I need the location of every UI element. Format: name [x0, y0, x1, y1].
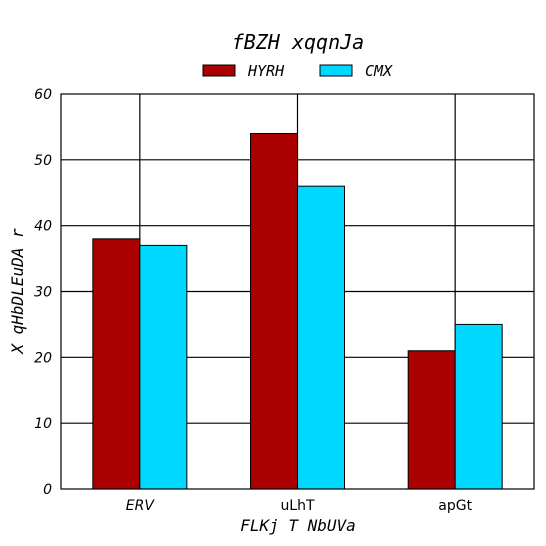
bar-HYRH-apGt: [407, 350, 456, 490]
y-tick-label-10: 10: [34, 416, 52, 432]
legend: HYRH CMX: [202, 62, 393, 80]
x-tick-label-0: ERV: [126, 498, 156, 514]
bar-CMX-ERV: [139, 244, 188, 490]
x-tick-labels: ERV uLhT apGt: [126, 498, 473, 514]
y-tick-label-60: 60: [34, 87, 52, 103]
chart-title: fBZH xqqnJa: [232, 30, 364, 54]
y-tick-label-50: 50: [34, 153, 52, 169]
bars-layer: [92, 133, 503, 490]
legend-label-series-2: CMX: [365, 62, 393, 80]
x-tick-label-1: uLhT: [280, 498, 315, 514]
bar-HYRH-ERV: [92, 238, 141, 490]
plot-frame: [60, 93, 535, 490]
bar-HYRH-uLhT: [250, 133, 298, 490]
legend-swatch-series-2: [319, 64, 353, 77]
y-tick-labels: 0 10 20 30 40 50 60: [34, 87, 52, 498]
x-tick-label-2: apGt: [438, 498, 472, 514]
legend-swatch-series-1: [202, 64, 236, 77]
y-tick-label-0: 0: [43, 482, 52, 498]
y-tick-label-40: 40: [34, 219, 52, 235]
bar-CMX-apGt: [454, 323, 503, 490]
legend-label-series-1: HYRH: [247, 62, 285, 80]
y-tick-label-30: 30: [34, 285, 52, 301]
x-axis-label: FLKj T NbUVa: [240, 516, 356, 535]
y-tick-label-20: 20: [34, 350, 52, 366]
y-axis-label: X qHbDLEuDA r: [8, 228, 27, 355]
bar-CMX-uLhT: [297, 185, 345, 490]
